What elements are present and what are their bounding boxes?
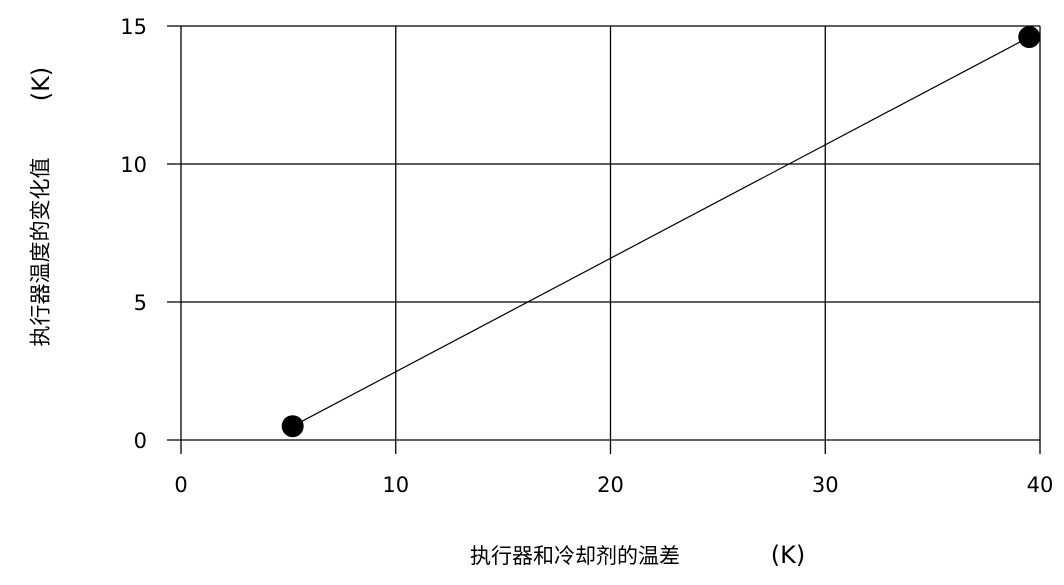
x-tick-label: 40 <box>1027 473 1054 497</box>
x-tick-label: 10 <box>382 473 409 497</box>
y-tick-label: 10 <box>120 153 147 177</box>
y-tick-label: 0 <box>134 429 147 453</box>
x-tick-label: 20 <box>597 473 624 497</box>
grid <box>167 26 1040 454</box>
y-axis-unit: (K) <box>27 67 55 101</box>
y-axis-label-group: 执行器温度的变化值 (K) <box>27 67 55 347</box>
series-line <box>293 37 1030 426</box>
y-tick-label: 5 <box>134 291 147 315</box>
x-tick-label: 0 <box>174 473 187 497</box>
data-point <box>1018 26 1040 48</box>
x-tick-label: 30 <box>812 473 839 497</box>
tick-labels: 0 10 20 30 40 0 5 10 15 <box>120 15 1053 497</box>
data-point <box>282 415 304 437</box>
x-axis-unit: (K) <box>771 541 805 569</box>
x-axis-label: 执行器和冷却剂的温差 <box>470 544 680 568</box>
y-axis-label: 执行器温度的变化值 <box>29 158 53 347</box>
y-tick-label: 15 <box>120 15 147 39</box>
